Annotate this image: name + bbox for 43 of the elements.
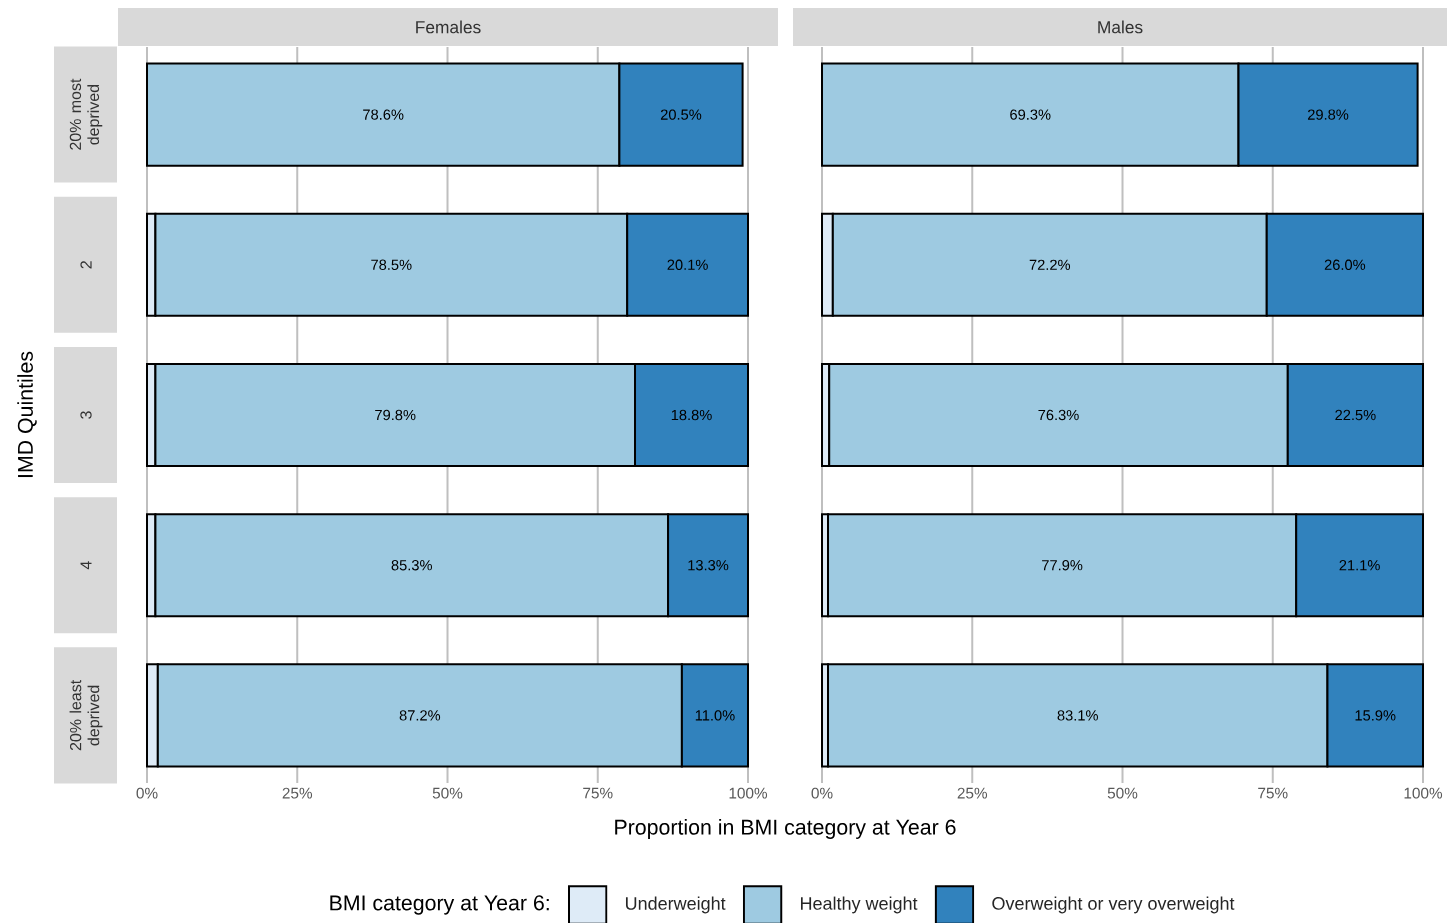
data-label: 77.9% [1042, 560, 1083, 571]
data-label: 13.3% [688, 560, 729, 571]
data-label: 78.6% [363, 109, 404, 120]
data-label: 79.8% [375, 409, 416, 421]
data-label: 87.2% [399, 710, 441, 721]
y-tick-label: 20% least deprived [69, 679, 103, 751]
data-label: 78.5% [371, 259, 412, 270]
x-tick-label: 50% [1107, 787, 1138, 799]
y-tick-label: 3 [80, 411, 92, 419]
legend-label: Healthy weight [801, 896, 918, 914]
y-tick-label: 20% most deprived [69, 78, 103, 150]
x-tick-label: 100% [729, 787, 768, 799]
data-label: 15.9% [1355, 710, 1396, 721]
x-tick-label: 0% [811, 787, 833, 799]
legend-title: BMI category at Year 6: [330, 895, 549, 915]
y-axis-title: IMD Quintiles [17, 351, 37, 478]
x-tick-label: 100% [1404, 787, 1443, 799]
y-tick-label: 4 [80, 561, 92, 570]
data-label: 18.8% [671, 409, 712, 421]
data-label: 20.5% [660, 109, 702, 120]
x-tick-label: 75% [1258, 787, 1288, 799]
chart-title: Females [416, 20, 481, 34]
data-label: 85.3% [391, 560, 432, 571]
x-axis-title: Proportion in BMI category at Year 6 [615, 819, 956, 839]
legend-label: Overweight or very overweight [992, 896, 1235, 914]
data-label: 29.8% [1307, 109, 1349, 120]
data-label: 69.3% [1010, 109, 1051, 120]
data-label: 11.0% [695, 710, 735, 721]
data-label: 26.0% [1324, 259, 1366, 270]
x-tick-label: 50% [432, 787, 463, 799]
data-label: 83.1% [1057, 710, 1098, 721]
data-label: 72.2% [1029, 259, 1071, 270]
chart-title: Males [1098, 20, 1143, 34]
data-label: 21.1% [1339, 560, 1380, 571]
legend-label: Underweight [625, 896, 726, 914]
data-label: 20.1% [667, 259, 708, 270]
y-tick-label: 2 [80, 261, 92, 269]
x-tick-label: 25% [282, 787, 313, 799]
x-tick-label: 25% [957, 787, 988, 799]
data-label: 76.3% [1038, 409, 1079, 421]
x-tick-label: 0% [136, 787, 158, 799]
data-label: 22.5% [1335, 409, 1376, 421]
x-tick-label: 75% [583, 787, 613, 799]
